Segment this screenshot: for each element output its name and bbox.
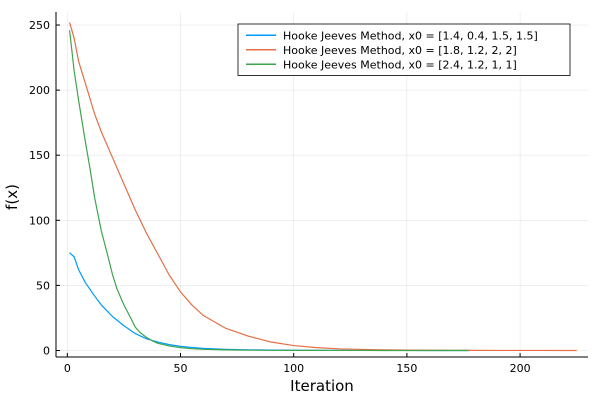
series-line-1 bbox=[69, 22, 577, 352]
y-tick-label-5: 250 bbox=[29, 19, 50, 32]
x-tick-label-0: 0 bbox=[64, 362, 71, 375]
y-tick-label-1: 50 bbox=[36, 279, 50, 292]
x-axis-label: Iteration bbox=[290, 377, 354, 395]
y-tick-label-3: 150 bbox=[29, 149, 50, 162]
y-axis-label: f(x) bbox=[3, 184, 21, 210]
legend: Hooke Jeeves Method, x0 = [1.4, 0.4, 1.5… bbox=[237, 23, 571, 76]
x-tick-label-1: 50 bbox=[174, 362, 188, 375]
x-tick-label-4: 200 bbox=[510, 362, 531, 375]
legend-box bbox=[237, 23, 571, 76]
legend-label-0: Hooke Jeeves Method, x0 = [1.4, 0.4, 1.5… bbox=[283, 29, 538, 42]
axes bbox=[55, 12, 588, 358]
x-tick-label-3: 150 bbox=[396, 362, 417, 375]
series-line-0 bbox=[69, 252, 471, 352]
tick-labels: 0 50 100 150 200 0 50 100 150 200 250 bbox=[29, 19, 531, 375]
legend-label-2: Hooke Jeeves Method, x0 = [2.4, 1.2, 1, … bbox=[283, 58, 517, 71]
legend-label-1: Hooke Jeeves Method, x0 = [1.8, 1.2, 2, … bbox=[283, 44, 517, 57]
x-tick-label-2: 100 bbox=[283, 362, 304, 375]
y-tick-label-4: 200 bbox=[29, 84, 50, 97]
series-line-2 bbox=[68, 30, 469, 352]
series-lines bbox=[68, 22, 577, 352]
y-tick-label-2: 100 bbox=[29, 214, 50, 227]
y-tick-label-0: 0 bbox=[43, 344, 50, 357]
